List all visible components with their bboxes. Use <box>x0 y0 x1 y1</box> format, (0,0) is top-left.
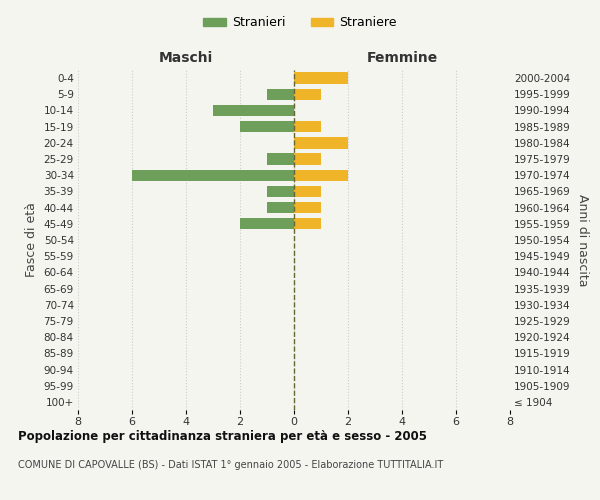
Bar <box>294 72 348 84</box>
Legend: Stranieri, Straniere: Stranieri, Straniere <box>198 11 402 34</box>
Bar <box>267 202 294 213</box>
Y-axis label: Anni di nascita: Anni di nascita <box>577 194 589 286</box>
Bar <box>213 105 294 116</box>
Bar <box>294 137 348 148</box>
Bar <box>294 186 321 197</box>
Text: COMUNE DI CAPOVALLE (BS) - Dati ISTAT 1° gennaio 2005 - Elaborazione TUTTITALIA.: COMUNE DI CAPOVALLE (BS) - Dati ISTAT 1°… <box>18 460 443 470</box>
Text: Popolazione per cittadinanza straniera per età e sesso - 2005: Popolazione per cittadinanza straniera p… <box>18 430 427 443</box>
Bar <box>240 121 294 132</box>
Text: Femmine: Femmine <box>367 51 437 65</box>
Bar <box>267 154 294 164</box>
Bar <box>294 88 321 100</box>
Bar <box>240 218 294 230</box>
Bar <box>267 88 294 100</box>
Text: Maschi: Maschi <box>159 51 213 65</box>
Bar <box>294 154 321 164</box>
Bar <box>294 202 321 213</box>
Bar <box>267 186 294 197</box>
Bar <box>294 218 321 230</box>
Bar <box>294 121 321 132</box>
Bar <box>132 170 294 181</box>
Y-axis label: Fasce di età: Fasce di età <box>25 202 38 278</box>
Bar <box>294 170 348 181</box>
